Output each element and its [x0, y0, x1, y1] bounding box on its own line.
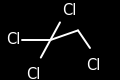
- Text: Cl: Cl: [26, 67, 41, 80]
- Text: Cl: Cl: [6, 32, 20, 48]
- Text: Cl: Cl: [86, 58, 101, 73]
- Text: Cl: Cl: [62, 3, 77, 18]
